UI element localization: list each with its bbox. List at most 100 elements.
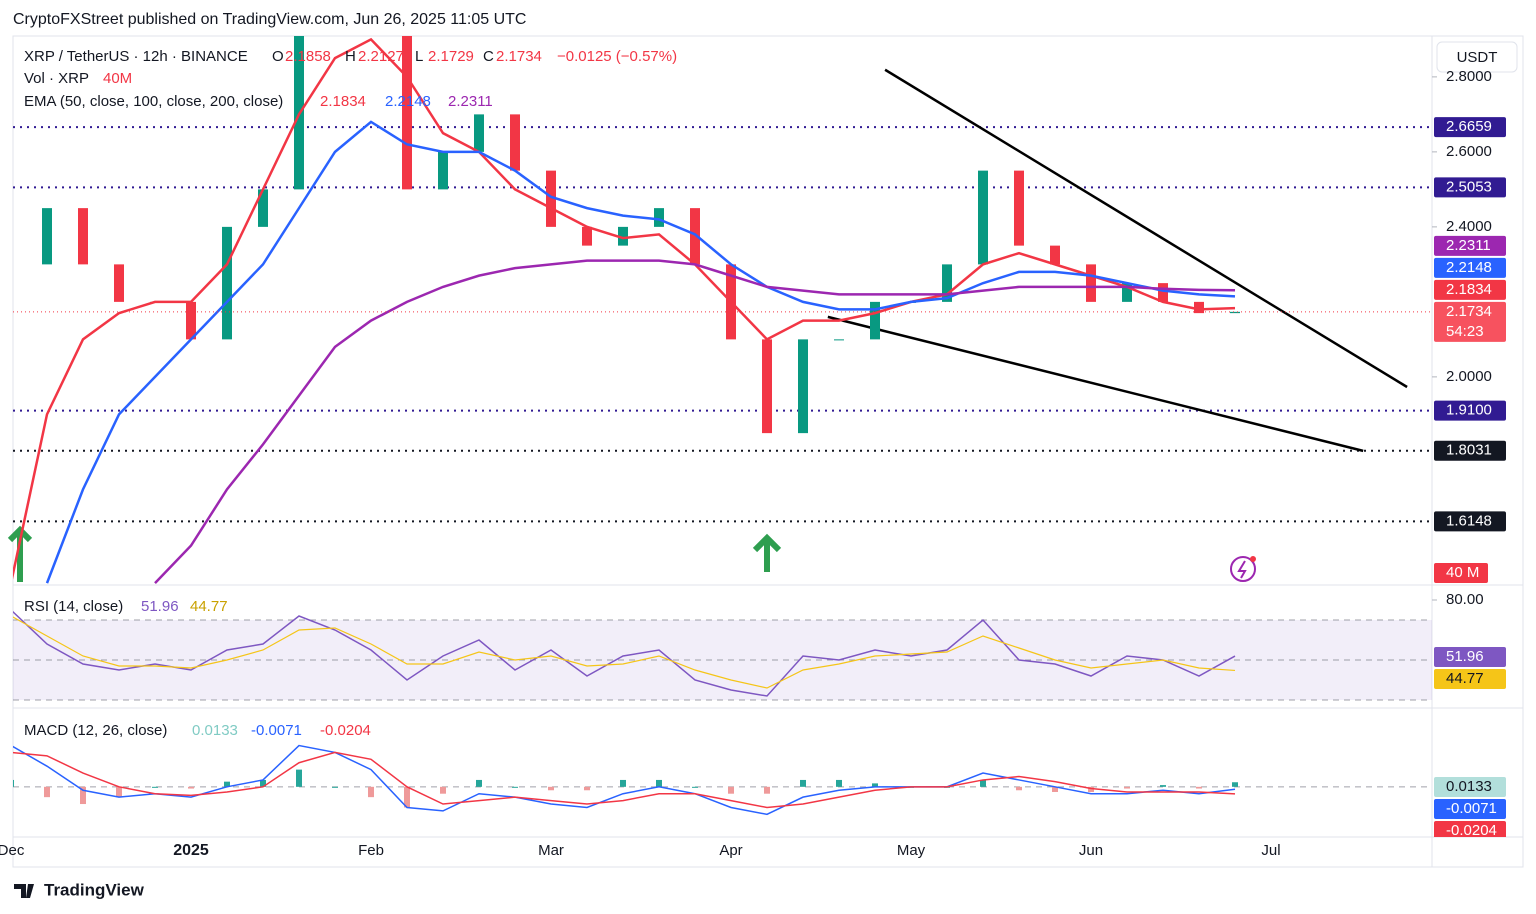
alert-icon[interactable] [1230,556,1256,582]
histogram-bar [80,786,86,805]
candle [1014,170,1024,246]
histogram-bar [692,786,698,788]
indicator-line [13,751,1236,809]
ohlc-label: O [272,48,284,65]
indicator-value: 44.77 [190,598,228,615]
histogram-bar [404,786,410,808]
histogram-bar [1088,786,1094,792]
indicator-value: 51.96 [141,598,179,615]
candle [942,264,952,302]
candle [186,301,196,340]
histogram-bar [260,779,266,787]
price-tag [1434,117,1506,138]
candle [690,208,700,265]
candle [1086,264,1096,302]
histogram-bar [44,786,50,798]
price-tag [1434,177,1506,198]
candle [978,170,988,265]
price-tag-label: 2.1834 [1446,281,1492,298]
indicator-label: MACD (12, 26, close) [24,722,167,739]
histogram-bar [1160,785,1166,787]
ohlc-label: C [483,48,494,65]
histogram-bar [368,786,374,798]
indicator-label: EMA (50, close, 100, close, 200, close) [24,93,283,110]
alert-icon-bolt [1237,560,1247,579]
price-tag [1434,821,1506,837]
indicator-value: 0.0133 [192,722,238,739]
publisher: CryptoFXStreet published on TradingView.… [13,11,526,28]
price-tag [1434,647,1506,667]
indicator-value: 2.2311 [448,93,493,110]
y-tick-label: 80.00 [1446,591,1484,608]
price-tag-label: 44.77 [1446,670,1484,687]
candle [798,339,808,434]
price-tag [1434,235,1506,256]
candle [762,339,772,434]
price-tag [1434,279,1506,300]
histogram-bar [440,786,446,794]
histogram-bar [1052,786,1058,792]
price-tag [1434,511,1506,532]
price-tag-label: 1.6148 [1446,512,1492,529]
indicator-line [13,744,1236,816]
histogram-bar [800,779,806,787]
histogram-bar [512,786,518,788]
x-tick-label: Dec [0,842,25,859]
histogram-bar [296,769,302,787]
currency-button[interactable] [1436,41,1518,73]
price-tag [1434,777,1506,797]
up-arrow [752,533,782,572]
price-tag-label: 2.2148 [1446,259,1492,276]
indicator-value: -0.0071 [251,722,302,739]
price-tag-label: 2.1734 [1446,303,1492,320]
y-tick-label: 2.4000 [1446,218,1492,235]
candle [1122,283,1132,302]
candle [474,114,484,152]
candle [1158,283,1168,302]
symbol-title: XRP / TetherUS · 12h · BINANCE [24,48,248,65]
candle [654,208,664,227]
indicator-line [13,37,1236,580]
candle [870,301,880,340]
volume-label: Vol · XRP [24,70,89,87]
trendline [884,68,1408,389]
price-tag-label: 1.9100 [1446,402,1492,419]
ohlc-label: H [345,48,356,65]
volume-tag [1434,563,1488,583]
volume-tag-label: 40 M [1446,564,1479,581]
price-tag-label: -0.0204 [1446,822,1497,839]
ohlc-label: L [415,48,423,65]
histogram-bar [1232,782,1238,787]
x-tick-label: May [897,842,926,859]
histogram-bar [476,779,482,787]
trendline [827,315,1364,453]
histogram-bar [1124,786,1130,789]
histogram-bar [188,786,194,789]
candle [834,339,844,341]
plot-group [13,744,1432,816]
indicator-value: -0.0204 [320,722,371,739]
macd-tags: 0.0133 -0.0071 -0.0204 [1434,777,1506,839]
histogram-bar [584,786,590,791]
histogram-bar [13,779,14,787]
histogram-bar [1196,786,1202,789]
candle [438,151,448,190]
y-tick-label: 2.6000 [1446,143,1492,160]
histogram-bar [1016,786,1022,791]
indicator-line [13,616,1236,689]
candle [582,226,592,246]
price-tag [1434,440,1506,461]
histogram-bar [620,779,626,787]
ohlc-value: 2.1734 [496,48,542,65]
histogram-bar [728,786,734,794]
indicator-value: 2.2148 [385,93,431,110]
indicator-line [13,610,1236,697]
price-tag-label: 0.0133 [1446,778,1492,795]
histogram-bar [656,779,662,787]
currency[interactable]: USDT [1457,49,1498,66]
plot-group [13,610,1432,701]
y-tick-label: 2.8000 [1446,68,1492,85]
x-tick-label: Jul [1261,842,1280,859]
ohlc-value: 2.2127 [358,48,404,65]
